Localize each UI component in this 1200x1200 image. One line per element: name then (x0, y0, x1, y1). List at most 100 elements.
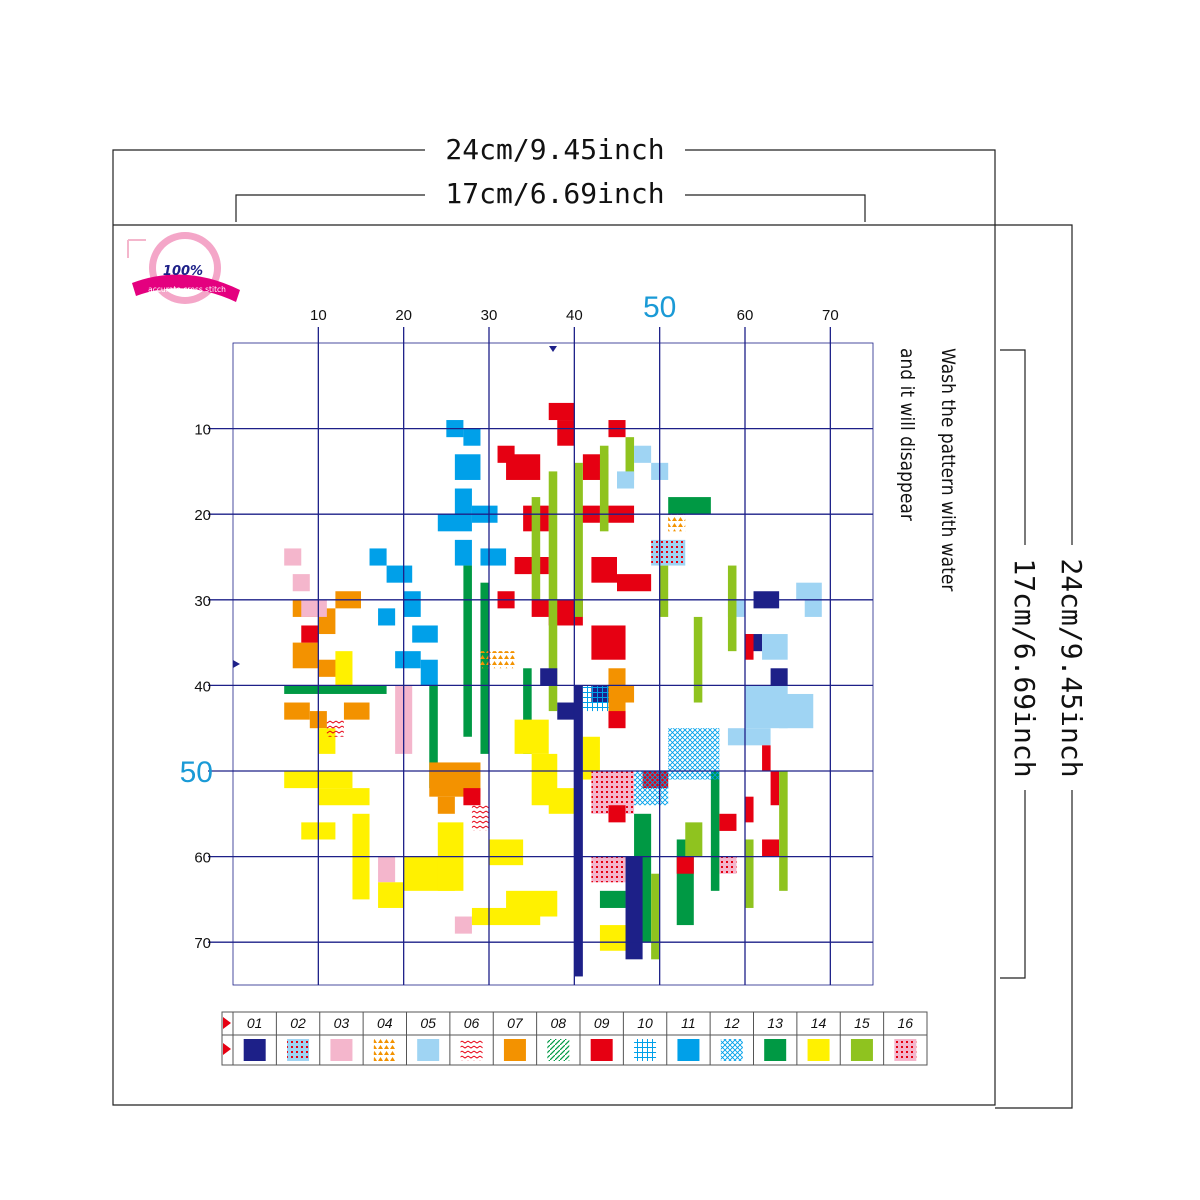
legend-swatch (764, 1039, 787, 1061)
stitch (719, 813, 737, 831)
stitch (591, 625, 626, 660)
stitch (437, 796, 455, 814)
stitch (796, 582, 822, 600)
stitch (369, 548, 387, 566)
stitch (668, 728, 720, 780)
note-line: Wash the pattern with water (937, 348, 959, 592)
stitch (463, 788, 481, 806)
badge-percent: 100% (163, 264, 203, 279)
stitch (386, 565, 413, 583)
stitch (454, 488, 472, 515)
stitch (531, 497, 541, 600)
stitch (745, 796, 754, 823)
legend-swatch (677, 1039, 700, 1061)
stitch (582, 685, 609, 712)
stitch (574, 685, 583, 977)
stitch (634, 445, 652, 463)
legend-swatch (373, 1039, 396, 1061)
stitch (591, 557, 617, 583)
stitch (412, 625, 438, 643)
stitch (762, 634, 788, 660)
badge: 100% accurate cross stitch (127, 232, 240, 304)
stitch (395, 651, 421, 669)
legend-code: 10 (637, 1015, 653, 1031)
stitch (301, 599, 327, 617)
stitch (548, 788, 575, 814)
stitch (540, 668, 558, 686)
stitch (719, 856, 737, 874)
stitch (804, 599, 822, 617)
stitch (557, 420, 575, 446)
stitch (335, 651, 353, 686)
stitch (574, 462, 583, 617)
stitch (454, 539, 472, 566)
legend-swatch (720, 1039, 743, 1061)
stitch (378, 882, 404, 908)
outer-width: 24cm/9.45inch (445, 133, 664, 166)
stitch (625, 856, 643, 960)
stitch (301, 625, 319, 643)
stitch (651, 539, 686, 566)
y-tick-label: 20 (194, 507, 211, 524)
stitch (591, 856, 626, 883)
pattern (284, 402, 822, 977)
stitch (557, 702, 575, 720)
stitch (779, 693, 814, 729)
stitch (608, 805, 626, 823)
x-tick-label: 60 (737, 307, 754, 324)
legend-code: 13 (767, 1015, 783, 1031)
stitch (480, 651, 515, 669)
legend-code: 16 (898, 1015, 914, 1031)
x-tick-label: 70 (822, 307, 839, 324)
legend-code: 05 (420, 1015, 436, 1031)
stitch (420, 659, 438, 686)
legend-swatch (417, 1039, 440, 1061)
legend-code: 03 (334, 1015, 350, 1031)
stitch (625, 437, 635, 480)
y-tick-label: 30 (194, 593, 211, 610)
stitch (608, 668, 626, 720)
inner-height: 17cm/6.69inch (1008, 558, 1041, 777)
stitch (608, 711, 626, 729)
legend-swatch (894, 1039, 917, 1061)
x-tick-label: 20 (395, 307, 412, 324)
legend: 01 02 03 04 05 06 07 08 09 10 11 12 13 14 15 16 (221, 1011, 928, 1066)
x-tick-label: 10 (310, 307, 327, 324)
note-line: and it will disappear (896, 348, 918, 522)
legend-arrow (223, 1017, 231, 1055)
legend-code: 07 (507, 1015, 524, 1031)
stitch (471, 907, 541, 926)
stitch (531, 599, 549, 617)
legend-swatch (634, 1039, 657, 1061)
stitch (668, 497, 711, 515)
stitch (548, 471, 558, 712)
stitch (727, 565, 737, 652)
legend-swatch (243, 1039, 266, 1061)
stitch (668, 514, 686, 532)
frame (112, 149, 1073, 1109)
legend-swatch (287, 1039, 310, 1061)
stitch (693, 616, 703, 703)
legend-swatch (850, 1039, 873, 1061)
stitch (480, 548, 507, 566)
stitch (659, 565, 669, 617)
stitch (685, 822, 703, 857)
stitch (617, 471, 635, 489)
stitch (318, 788, 370, 806)
stitch (378, 608, 396, 626)
legend-code: 08 (551, 1015, 567, 1031)
stitch (762, 745, 771, 771)
legend-swatch (330, 1039, 353, 1061)
inner-width: 17cm/6.69inch (445, 177, 664, 210)
stitch (471, 805, 489, 831)
y-tick-label: 10 (194, 422, 211, 439)
legend-swatch (460, 1039, 483, 1061)
legend-swatch (807, 1039, 830, 1061)
x-tick-label: 40 (566, 307, 583, 324)
legend-code: 15 (854, 1015, 870, 1031)
x-tick-label: 50 (643, 291, 676, 324)
stitch (770, 668, 788, 686)
stitch (480, 582, 489, 754)
legend-code: 11 (681, 1015, 696, 1031)
